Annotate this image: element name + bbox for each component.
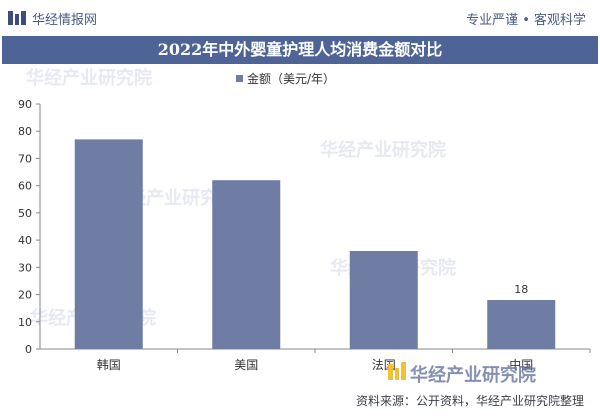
footer-logo-icon xyxy=(388,362,406,380)
legend-label: 金额（美元/年） xyxy=(247,71,335,86)
x-tick-label: 中国 xyxy=(509,357,533,372)
y-tick-label: 30 xyxy=(18,261,32,274)
source-note: 资料来源：公开资料，华经产业研究院整理 xyxy=(355,394,584,408)
bar xyxy=(212,180,281,349)
y-tick-label: 70 xyxy=(18,152,32,165)
x-tick-label: 韩国 xyxy=(97,357,121,372)
y-tick-label: 10 xyxy=(18,316,32,329)
x-tick-label: 美国 xyxy=(234,358,258,372)
legend-swatch xyxy=(236,75,243,82)
y-tick-label: 60 xyxy=(18,180,32,193)
y-tick-label: 80 xyxy=(18,125,32,138)
footer-brand: 华经产业研究院 xyxy=(410,365,536,386)
title-band: 2022年中外婴童护理人均消费金额对比 xyxy=(2,36,598,64)
bar xyxy=(349,251,418,349)
y-tick-label: 90 xyxy=(18,98,32,111)
brand-name: 华经情报网 xyxy=(32,13,98,28)
chart-title: 2022年中外婴童护理人均消费金额对比 xyxy=(157,40,443,59)
bar xyxy=(74,139,143,349)
y-tick-label: 50 xyxy=(18,207,32,220)
tagline: 专业严谨 • 客观科学 xyxy=(466,13,586,28)
bar xyxy=(487,300,556,349)
y-tick-label: 0 xyxy=(25,343,32,356)
y-tick-label: 20 xyxy=(18,289,32,302)
data-label: 18 xyxy=(514,283,528,296)
brand-logo-icon xyxy=(8,11,26,25)
y-tick-label: 40 xyxy=(18,234,32,247)
top-bar: 华经情报网 专业严谨 • 客观科学 xyxy=(0,0,600,36)
